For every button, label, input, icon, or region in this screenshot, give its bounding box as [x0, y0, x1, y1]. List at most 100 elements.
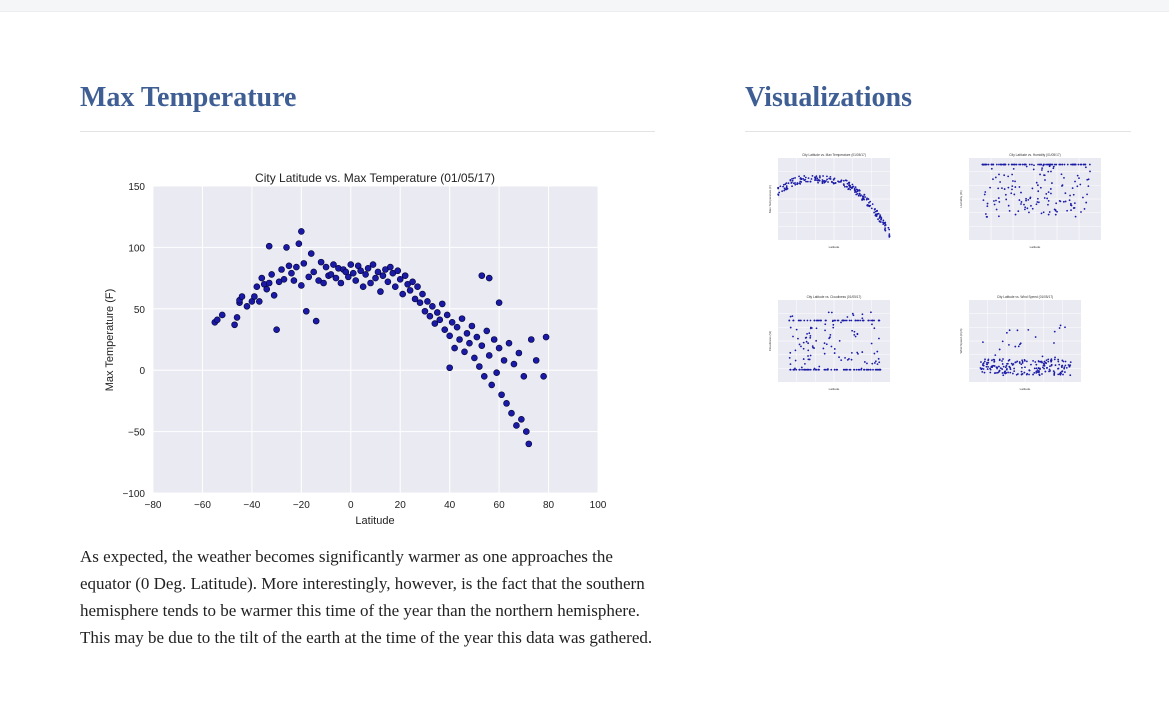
- thumbnail-data-point: [834, 182, 836, 185]
- data-point: [426, 312, 434, 320]
- thumbnail-data-point: [1037, 367, 1040, 370]
- thumbnail-data-point: [981, 163, 984, 166]
- thumbnail-data-point: [1002, 365, 1005, 368]
- thumbnail-data-point: [1065, 367, 1068, 369]
- thumbnail-data-point: [1076, 185, 1079, 188]
- thumbnail-data-point: [877, 218, 879, 221]
- thumbnail-data-point: [792, 182, 795, 185]
- data-point: [429, 303, 436, 310]
- thumbnail-data-point: [888, 228, 891, 231]
- thumbnail-data-point: [1024, 359, 1026, 362]
- thumbnail-data-point: [1039, 173, 1041, 176]
- thumbnail-data-point: [1049, 369, 1051, 372]
- max-temperature-chart: −80 −60 −40 −20 0 20 40 60 80 100 −100 −50 0 50 100 15…: [104, 171, 607, 527]
- data-point: [532, 357, 540, 364]
- thumbnail-data-point: [1038, 163, 1041, 166]
- data-point: [463, 330, 471, 337]
- thumbnail-data-point: [1037, 190, 1040, 193]
- thumbnail-data-point: [863, 368, 865, 371]
- thumbnail-data-point: [844, 368, 847, 371]
- thumbnail-data-point: [1025, 163, 1027, 166]
- thumbnail-data-point: [862, 319, 865, 322]
- thumbnail-data-point: [828, 177, 831, 180]
- thumbnail-data-point: [858, 192, 861, 195]
- thumbnail-data-point: [1085, 201, 1088, 204]
- thumbnail-data-point: [792, 368, 795, 371]
- thumbnail-data-point: [804, 178, 807, 181]
- thumbnail-data-point: [1001, 340, 1004, 343]
- data-point: [374, 268, 382, 276]
- thumbnail-data-point: [1014, 345, 1017, 348]
- data-point: [265, 242, 273, 250]
- thumbnail-humidity[interactable]: City Latitude vs. Humidity (01/05/17) Lat…: [957, 150, 1107, 260]
- thumbnail-data-point: [833, 368, 836, 371]
- thumbnail-data-point: [1057, 360, 1060, 363]
- data-point: [525, 440, 533, 448]
- thumbnail-cloudiness[interactable]: City Latitude vs. Cloudiness (01/05/17) L…: [766, 292, 896, 402]
- thumbnail-data-point: [866, 362, 868, 365]
- thumbnail-data-point: [856, 333, 859, 336]
- thumbnail-data-point: [989, 368, 992, 371]
- thumbnail-data-point: [1021, 360, 1024, 363]
- thumbnail-data-point: [1083, 208, 1086, 210]
- thumbnail-data-point: [820, 319, 822, 322]
- thumbnail-data-point: [838, 356, 840, 359]
- thumbnail-data-point: [806, 180, 809, 183]
- data-point: [485, 274, 493, 282]
- thumbnail-data-point: [784, 188, 787, 191]
- thumbnail-data-point: [993, 365, 996, 367]
- data-point: [485, 352, 493, 359]
- thumbnail-data-point: [1025, 360, 1028, 363]
- thumbnail-data-point: [983, 360, 986, 363]
- thumbnail-data-point: [1001, 363, 1004, 365]
- thumbnail-data-point: [826, 368, 828, 371]
- data-point: [290, 277, 298, 284]
- data-points: [211, 228, 550, 448]
- thumbnail-data-point: [1087, 185, 1090, 188]
- thumbnail-data-point: [1035, 363, 1038, 366]
- data-point: [310, 268, 317, 276]
- thumbnail-data-point: [869, 200, 872, 203]
- thumbnail-data-point: [847, 181, 850, 184]
- thumbnail-data-point: [1043, 360, 1046, 363]
- thumbnail-data-point: [816, 177, 819, 180]
- data-point: [233, 314, 241, 321]
- thumbnail-data-point: [1047, 358, 1050, 361]
- thumbnail-data-point: [877, 212, 880, 215]
- thumbnail-data-point: [878, 337, 880, 340]
- data-point: [243, 303, 251, 310]
- thumbnail-data-point: [815, 339, 818, 342]
- thumbnail-y-label: Cloudiness (%): [768, 331, 772, 351]
- thumbnail-data-point: [1004, 366, 1007, 369]
- thumbnail-data-point: [782, 183, 785, 186]
- thumbnail-data-point: [873, 211, 876, 214]
- thumbnail-data-point: [1079, 183, 1082, 186]
- thumbnail-data-point: [1061, 370, 1063, 373]
- thumbnail-data-point: [1043, 174, 1046, 177]
- thumbnail-data-point: [979, 367, 982, 369]
- data-point: [231, 321, 238, 329]
- thumbnail-data-point: [1041, 355, 1044, 358]
- thumbnail-max-temperature[interactable]: City Latitude vs. Max Temperature (01/05…: [766, 150, 896, 260]
- thumbnail-data-point: [1030, 204, 1032, 207]
- thumbnail-data-point: [1053, 330, 1056, 333]
- data-point: [466, 339, 473, 347]
- thumbnail-data-point: [848, 319, 851, 322]
- thumbnail-data-point: [872, 368, 874, 371]
- thumbnail-data-point: [783, 189, 786, 192]
- thumbnail-data-point: [1048, 211, 1051, 213]
- thumbnail-data-point: [1066, 163, 1069, 166]
- thumbnail-data-point: [870, 319, 872, 322]
- thumbnail-data-point: [1037, 360, 1040, 363]
- thumbnail-data-point: [832, 178, 835, 181]
- thumbnail-data-point: [1035, 371, 1038, 374]
- data-point: [411, 295, 419, 303]
- thumbnail-data-point: [822, 175, 824, 177]
- thumbnail-data-point: [983, 163, 986, 166]
- thumbnail-data-point: [784, 183, 787, 186]
- thumbnail-data-point: [870, 207, 873, 210]
- thumbnail-data-point: [1021, 359, 1024, 362]
- thumbnail-data-point: [1052, 165, 1055, 168]
- thumbnail-wind-speed[interactable]: City Latitude vs. Wind Speed (01/05/17) L…: [957, 292, 1087, 402]
- thumbnail-data-point: [1014, 213, 1017, 216]
